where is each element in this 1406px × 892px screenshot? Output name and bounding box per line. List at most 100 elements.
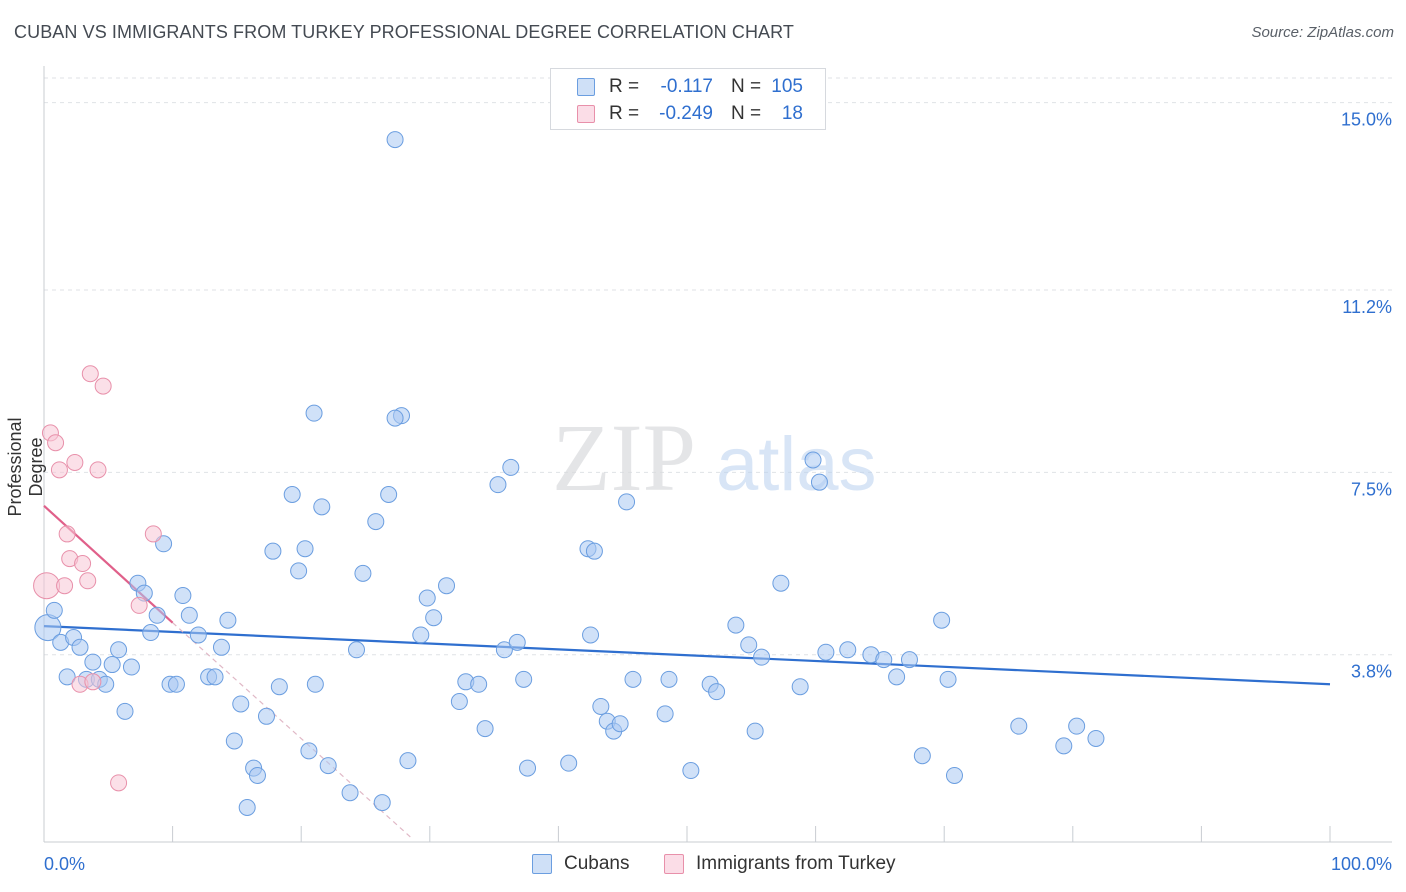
data-point-cubans xyxy=(71,638,89,656)
data-point-cubans xyxy=(476,720,494,738)
watermark: ZIP atlas xyxy=(552,404,877,511)
chart-title: CUBAN VS IMMIGRANTS FROM TURKEY PROFESSI… xyxy=(14,22,795,42)
data-point-cubans xyxy=(939,670,957,688)
data-point-cubans xyxy=(933,611,951,629)
data-point-cubans xyxy=(58,668,76,686)
data-point-turkey xyxy=(130,596,148,614)
y-axis-label: Professional Degree xyxy=(5,417,46,517)
bottom-legend-swatch-turkey xyxy=(664,854,684,874)
data-point-turkey xyxy=(74,555,92,573)
data-point-cubans xyxy=(804,451,822,469)
data-point-cubans xyxy=(1068,717,1086,735)
legend-r-label: R = xyxy=(609,76,640,97)
data-point-turkey xyxy=(33,572,61,600)
data-point-cubans xyxy=(839,641,857,659)
data-point-cubans xyxy=(305,404,323,422)
data-point-cubans xyxy=(219,611,237,629)
data-point-cubans xyxy=(386,131,404,149)
data-point-turkey xyxy=(56,577,74,595)
data-point-turkey xyxy=(94,377,112,395)
data-point-turkey xyxy=(79,572,97,590)
bottom-legend-label-turkey: Immigrants from Turkey xyxy=(696,853,896,874)
data-point-cubans xyxy=(515,670,533,688)
data-point-cubans xyxy=(727,616,745,634)
watermark-atlas: atlas xyxy=(716,422,877,507)
data-point-cubans xyxy=(300,742,318,760)
data-point-cubans xyxy=(502,458,520,476)
data-point-cubans xyxy=(740,636,758,654)
data-point-cubans xyxy=(306,675,324,693)
trend-line-cubans xyxy=(43,625,1331,686)
x-tick-label: 100.0% xyxy=(1331,854,1392,874)
y-tick-label: 15.0% xyxy=(1341,110,1392,130)
data-point-cubans xyxy=(110,641,128,659)
x-tick-label: 0.0% xyxy=(44,854,85,874)
data-point-turkey xyxy=(144,525,162,543)
data-point-cubans xyxy=(1010,717,1028,735)
legend-n-label: N = xyxy=(731,103,762,124)
data-points xyxy=(33,131,1105,816)
y-tick-label: 11.2% xyxy=(1342,297,1392,317)
data-point-cubans xyxy=(155,535,173,553)
data-point-turkey xyxy=(81,365,99,383)
data-point-cubans xyxy=(380,486,398,504)
data-point-cubans xyxy=(399,752,417,770)
data-point-turkey xyxy=(89,461,107,479)
data-point-cubans xyxy=(347,641,365,659)
data-point-cubans xyxy=(248,766,266,784)
data-point-cubans xyxy=(313,498,331,516)
data-point-cubans xyxy=(84,653,102,671)
data-point-cubans xyxy=(656,705,674,723)
data-point-cubans xyxy=(817,643,835,661)
data-point-cubans xyxy=(386,409,404,427)
data-point-cubans xyxy=(618,493,636,511)
data-point-turkey xyxy=(110,774,128,792)
data-point-cubans xyxy=(1055,737,1073,755)
axes xyxy=(43,66,1392,843)
data-point-turkey xyxy=(58,525,76,543)
data-point-cubans xyxy=(418,589,436,607)
data-point-cubans xyxy=(45,601,63,619)
data-point-cubans xyxy=(611,715,629,733)
data-point-cubans xyxy=(746,722,764,740)
data-point-cubans xyxy=(180,606,198,624)
data-point-cubans xyxy=(508,633,526,651)
data-point-cubans xyxy=(319,757,337,775)
data-point-cubans xyxy=(791,678,809,696)
data-point-cubans xyxy=(660,670,678,688)
data-point-cubans xyxy=(283,486,301,504)
watermark-zip: ZIP xyxy=(552,404,696,511)
data-point-cubans xyxy=(341,784,359,802)
data-point-cubans xyxy=(772,574,790,592)
stats-legend: R = -0.117 N = 105 R = -0.249 N = 18 xyxy=(550,68,826,130)
data-point-cubans xyxy=(367,513,385,531)
data-point-cubans xyxy=(174,587,192,605)
data-point-cubans xyxy=(913,747,931,765)
tick-labels: 3.8% 7.5% 11.2% 15.0% 0.0% 100.0% xyxy=(44,110,1392,874)
data-point-cubans xyxy=(103,656,121,674)
legend-r-value: -0.117 xyxy=(660,76,713,97)
data-point-cubans xyxy=(624,670,642,688)
legend-n-value: 105 xyxy=(771,76,803,97)
legend-swatch-turkey xyxy=(577,105,595,123)
data-point-turkey xyxy=(47,434,65,452)
data-point-cubans xyxy=(582,626,600,644)
bottom-legend-label-cubans: Cubans xyxy=(564,853,630,874)
data-point-cubans xyxy=(1087,729,1105,747)
data-point-cubans xyxy=(810,473,828,491)
trend-line-turkey xyxy=(43,505,174,624)
data-point-cubans xyxy=(470,675,488,693)
chart-source: Source: ZipAtlas.com xyxy=(1251,24,1394,41)
data-point-cubans xyxy=(148,606,166,624)
data-point-cubans xyxy=(257,707,275,725)
data-point-cubans xyxy=(945,766,963,784)
data-point-cubans xyxy=(212,638,230,656)
data-point-cubans xyxy=(189,626,207,644)
data-point-cubans xyxy=(290,562,308,580)
data-point-cubans xyxy=(495,641,513,659)
data-point-cubans xyxy=(225,732,243,750)
data-point-cubans xyxy=(900,651,918,669)
data-point-cubans xyxy=(450,693,468,711)
data-point-cubans xyxy=(438,577,456,595)
data-point-cubans xyxy=(373,794,391,812)
